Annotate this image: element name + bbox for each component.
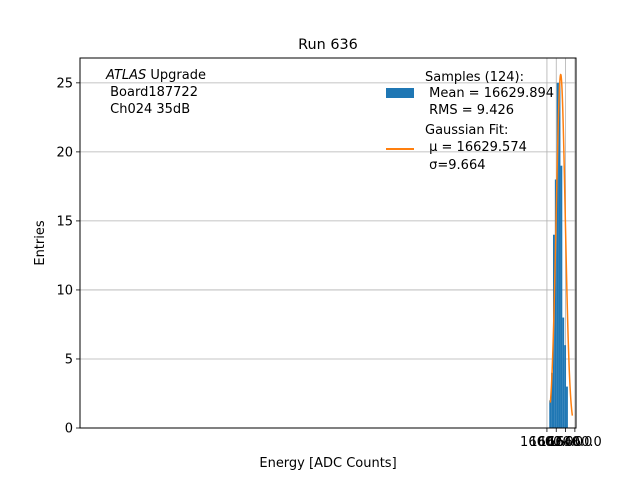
- x-tick-label: 16620.0: [529, 435, 583, 450]
- x-tick-label: 16660.0: [548, 435, 602, 450]
- x-axis-label: Energy [ADC Counts]: [259, 456, 396, 471]
- y-tick-label: 20: [56, 145, 73, 160]
- histogram-bar: [560, 165, 563, 428]
- legend-fit-line1: Gaussian Fit:: [425, 123, 508, 138]
- y-tick-label: 10: [56, 283, 73, 298]
- y-axis-label: Entries: [33, 220, 48, 266]
- channel-label: Ch024 35dB: [106, 102, 190, 117]
- legend-samples-swatch: [386, 88, 414, 98]
- histogram-bar: [556, 82, 559, 429]
- board-label: Board187722: [106, 85, 198, 100]
- histogram-bar: [558, 82, 561, 429]
- chart-title: Run 636: [298, 37, 358, 53]
- histogram-bar: [551, 372, 553, 428]
- legend-samples-line3: RMS = 9.426: [425, 103, 514, 118]
- histogram-bar: [564, 345, 567, 428]
- y-axis-ticks: 0 5 10 15 20 25: [56, 76, 80, 437]
- histogram-bar: [562, 317, 565, 428]
- x-tick-label: 16600.0: [520, 435, 574, 450]
- upgrade-label: Upgrade: [146, 68, 206, 83]
- histogram-bar: [566, 386, 568, 428]
- y-tick-label: 25: [56, 76, 73, 91]
- atlas-annotation: ATLAS Upgrade Board187722 Ch024 35dB: [105, 68, 206, 117]
- legend: Samples (124): Mean = 16629.894 RMS = 9.…: [386, 70, 554, 173]
- atlas-annotation-line1: ATLAS Upgrade: [105, 68, 206, 83]
- histogram-bar: [554, 179, 557, 428]
- y-tick-label: 15: [56, 214, 73, 229]
- legend-fit-line3: σ=9.664: [425, 158, 485, 173]
- x-tick-label: 16640.0: [539, 435, 593, 450]
- atlas-label: ATLAS: [105, 68, 146, 83]
- gaussian-fit-curve: [549, 73, 574, 416]
- histogram-bar: [549, 400, 552, 428]
- legend-fit-line2: μ = 16629.574: [425, 140, 527, 155]
- y-tick-label: 0: [65, 422, 73, 437]
- y-tick-label: 5: [65, 352, 73, 367]
- legend-samples-line2: Mean = 16629.894: [425, 86, 554, 101]
- legend-samples-line1: Samples (124):: [425, 70, 524, 85]
- axes-frame: [79, 57, 577, 429]
